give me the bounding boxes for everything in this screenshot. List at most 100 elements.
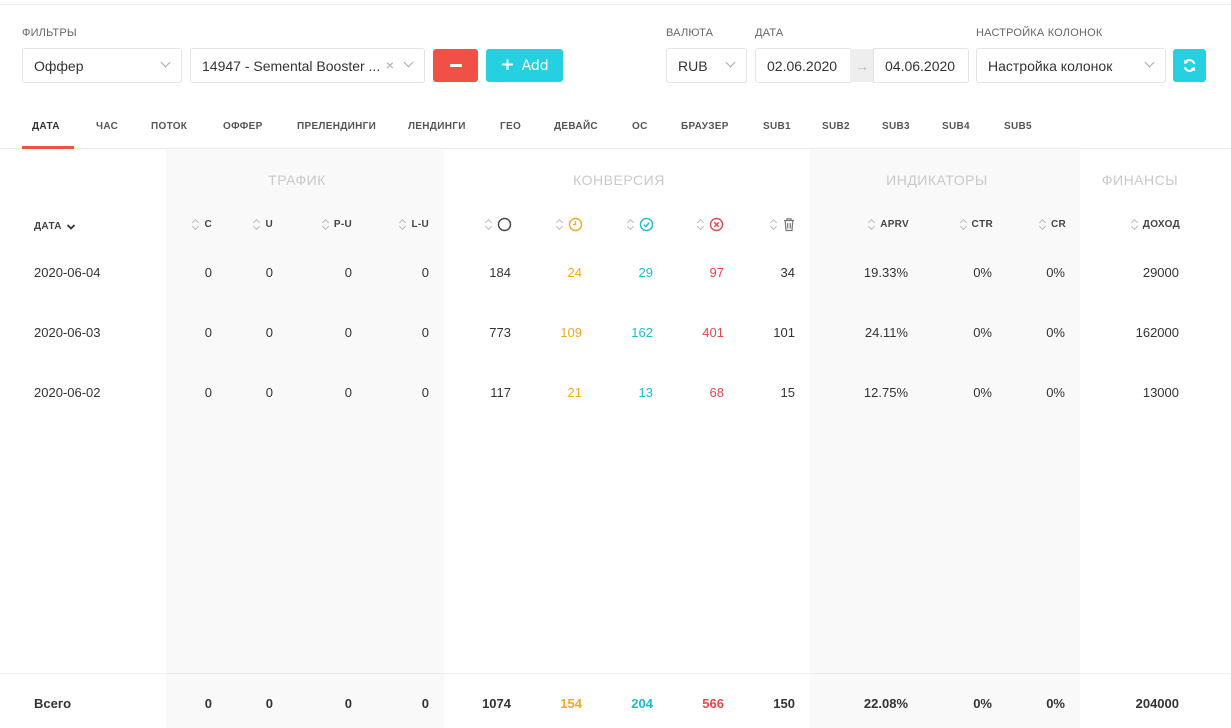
date-to-input[interactable]: 04.06.2020 <box>873 48 969 83</box>
filter-type-value: Оффер <box>34 57 84 74</box>
col-approved-header[interactable] <box>610 217 654 232</box>
col-u-label: U <box>265 219 273 230</box>
sort-icon <box>253 219 260 230</box>
group-indicators: ИНДИКАТОРЫ <box>886 172 988 188</box>
cell-pending: 21 <box>567 385 582 400</box>
cell-pending: 109 <box>560 325 582 340</box>
top-border <box>0 0 1231 5</box>
total-income: 204000 <box>1135 696 1179 711</box>
col-lu-header[interactable]: L-U <box>380 219 429 230</box>
totals-divider <box>0 673 1231 674</box>
tab-hour[interactable]: ЧАС <box>96 121 119 132</box>
total-pending: 154 <box>560 696 582 711</box>
active-tab-indicator <box>22 146 74 149</box>
trash-icon <box>784 218 794 232</box>
tab-sub1[interactable]: SUB1 <box>763 121 791 132</box>
cell-lu: 0 <box>421 325 429 340</box>
totals-label: Всего <box>34 696 72 711</box>
cell-u: 0 <box>265 385 273 400</box>
tab-prelandings[interactable]: ПРЕЛЕНДИНГИ <box>297 121 377 132</box>
col-aprv-header[interactable]: APRV <box>850 219 909 230</box>
total-total: 1074 <box>482 696 511 711</box>
col-trash-header[interactable] <box>752 217 796 232</box>
cell-trash: 15 <box>780 385 795 400</box>
chevron-down-icon <box>160 57 171 68</box>
tab-landings[interactable]: ЛЕНДИНГИ <box>408 121 466 132</box>
cell-ctr: 0% <box>973 265 992 280</box>
clock-icon <box>568 217 583 232</box>
tab-os[interactable]: ОС <box>632 121 648 132</box>
total-ctr: 0% <box>973 696 992 711</box>
tab-sub5[interactable]: SUB5 <box>1004 121 1032 132</box>
col-income-header[interactable]: ДОХОД <box>1110 219 1180 230</box>
cell-aprv: 24.11% <box>864 325 908 340</box>
cell-approved: 13 <box>638 385 653 400</box>
refresh-button[interactable] <box>1173 49 1206 82</box>
offer-select[interactable]: 14947 - Semental Booster ... × <box>190 48 425 83</box>
tab-browser[interactable]: БРАУЗЕР <box>681 121 729 132</box>
date-range-arrow-icon: → <box>850 49 874 82</box>
tab-sub3[interactable]: SUB3 <box>882 121 910 132</box>
cell-total: 117 <box>490 385 511 400</box>
sort-icon <box>770 219 777 230</box>
col-c-label: C <box>204 219 212 230</box>
columns-setting-label: НАСТРОЙКА КОЛОНОК <box>976 27 1103 39</box>
col-c-header[interactable]: C <box>180 219 212 230</box>
currency-select[interactable]: RUB <box>666 48 747 83</box>
filter-type-select[interactable]: Оффер <box>22 48 182 83</box>
sort-icon <box>485 219 492 230</box>
date-label: ДАТА <box>755 27 784 39</box>
indicators-band <box>810 150 1080 728</box>
cell-rejected: 68 <box>709 385 724 400</box>
tab-sub4[interactable]: SUB4 <box>942 121 970 132</box>
filters-label: ФИЛЬТРЫ <box>22 27 77 39</box>
columns-setting-select[interactable]: Настройка колонок <box>976 48 1166 83</box>
group-traffic: ТРАФИК <box>268 172 326 188</box>
col-cr-header[interactable]: CR <box>1025 219 1066 230</box>
col-pending-header[interactable] <box>540 217 583 232</box>
col-pu-header[interactable]: P-U <box>300 219 352 230</box>
cell-approved: 162 <box>631 325 653 340</box>
plus-icon: + <box>500 55 515 75</box>
cell-date: 2020-06-02 <box>34 385 101 400</box>
tab-stream[interactable]: ПОТОК <box>151 121 188 132</box>
sort-icon <box>322 219 329 230</box>
date-from-input[interactable]: 02.06.2020 <box>755 48 851 83</box>
total-cr: 0% <box>1046 696 1065 711</box>
tab-sub2[interactable]: SUB2 <box>822 121 850 132</box>
tab-date[interactable]: ДАТА <box>32 121 60 132</box>
col-u-header[interactable]: U <box>240 219 273 230</box>
col-cr-label: CR <box>1050 219 1066 230</box>
col-date-header[interactable]: ДАТА <box>34 221 76 232</box>
total-trash: 150 <box>773 696 795 711</box>
currency-value: RUB <box>678 57 708 74</box>
col-date-label: ДАТА <box>34 221 62 232</box>
cell-aprv: 12.75% <box>863 385 908 400</box>
col-total-header[interactable] <box>470 217 512 232</box>
circle-icon <box>497 217 512 232</box>
total-c: 0 <box>204 696 212 711</box>
cell-c: 0 <box>204 385 212 400</box>
date-from-value: 02.06.2020 <box>767 57 838 74</box>
col-ctr-header[interactable]: CTR <box>945 219 993 230</box>
cell-cr: 0% <box>1046 385 1065 400</box>
date-to-value: 04.06.2020 <box>885 57 956 74</box>
add-filter-button[interactable]: + Add <box>486 49 563 82</box>
sort-icon <box>1039 219 1046 230</box>
cell-cr: 0% <box>1046 325 1065 340</box>
tab-device[interactable]: ДЕВАЙС <box>554 121 598 132</box>
cell-cr: 0% <box>1046 265 1065 280</box>
sort-icon <box>960 219 967 230</box>
cell-u: 0 <box>265 325 273 340</box>
sort-icon <box>556 219 563 230</box>
refresh-icon <box>1183 59 1196 72</box>
sort-icon <box>868 219 875 230</box>
cell-income: 13000 <box>1142 385 1179 400</box>
clear-icon[interactable]: × <box>385 57 394 73</box>
chevron-down-icon <box>403 57 414 68</box>
tab-geo[interactable]: ГЕО <box>500 121 522 132</box>
remove-filter-button[interactable] <box>433 49 478 82</box>
col-lu-label: L-U <box>411 219 429 230</box>
tab-offer[interactable]: ОФФЕР <box>223 121 263 132</box>
col-rejected-header[interactable] <box>680 217 724 232</box>
